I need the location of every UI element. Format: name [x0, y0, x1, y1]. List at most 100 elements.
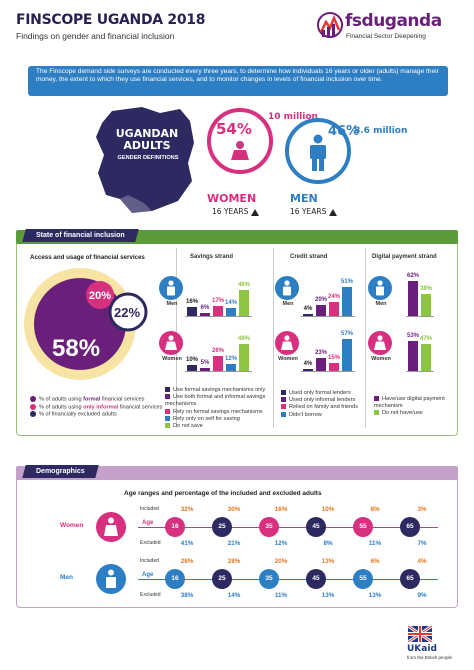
men-group-badge: Men — [275, 276, 301, 312]
excluded-pct: 22% — [114, 305, 140, 320]
bar — [187, 365, 197, 371]
age-dot: 65 — [400, 517, 420, 537]
axis-line — [406, 371, 434, 372]
demographics-women-row: Women Included Excluded Age 16 32% 41% 25 30% 21%… — [20, 504, 450, 550]
legend-item: Rely on formal savings mechanisms — [165, 409, 275, 416]
included-value: 4% — [417, 558, 427, 565]
axis-line — [185, 371, 252, 372]
credit-heading: Credit strand — [290, 254, 328, 260]
women-population: 10 million — [268, 112, 318, 122]
bar-value-label: 26% — [211, 348, 224, 355]
bar-value-label: 6% — [200, 304, 210, 311]
ukaid-sub: from the British people — [407, 655, 453, 660]
legend-item: % of financially excluded adults — [30, 411, 170, 419]
savings-men-chart: Men 16% 6% 17% 14% 46% — [159, 272, 269, 318]
bar — [329, 362, 339, 371]
women-label: WOMEN — [207, 192, 257, 205]
axis-line — [301, 371, 355, 372]
bar — [200, 368, 210, 371]
bar-value-label: 57% — [340, 330, 353, 337]
included-value: 3% — [417, 506, 427, 513]
legend-item: Used only informal lenders — [281, 397, 371, 404]
woman-icon — [275, 331, 299, 355]
bar — [342, 338, 352, 371]
digital-women-chart: Women 53% 47% — [368, 327, 456, 373]
page-subtitle: Findings on gender and financial inclusi… — [16, 31, 175, 41]
age-dot: 35 — [259, 517, 279, 537]
bar — [316, 304, 326, 316]
excluded-label: Excluded — [140, 540, 161, 546]
credit-women-chart: Women 4% 23% 15% 57% — [275, 327, 363, 373]
axis-line — [406, 316, 434, 317]
bar — [239, 289, 249, 316]
bar-value-label: 4% — [303, 360, 313, 367]
woman-icon — [159, 331, 183, 355]
legend-item: Do not save — [165, 423, 275, 430]
savings-women-chart: Women 10% 5% 26% 12% 48% — [159, 327, 269, 373]
bar — [187, 306, 197, 316]
legend-item: Have/use digital payment mechanism — [374, 396, 445, 410]
included-label: Included — [140, 506, 159, 512]
bar — [226, 308, 236, 316]
bar — [239, 343, 249, 371]
bar — [303, 313, 313, 316]
legend-item: Use formal savings mechanisms only — [165, 387, 275, 394]
bar-value-label: 10% — [185, 357, 198, 364]
bar-value-label: 47% — [419, 336, 432, 343]
included-value: 32% — [180, 506, 194, 513]
access-heading: Access and usage of financial services — [30, 254, 145, 261]
bar — [226, 364, 236, 371]
woman-icon — [96, 512, 126, 542]
legend-item: Do not have/use — [374, 410, 458, 417]
excluded-value: 13% — [321, 592, 335, 599]
age-dot: 45 — [306, 517, 326, 537]
bar — [421, 344, 431, 371]
age-dot: 35 — [259, 569, 279, 589]
bar — [408, 340, 418, 371]
excluded-value: 13% — [368, 592, 382, 599]
group-label: Men — [282, 301, 294, 307]
man-icon — [368, 276, 392, 300]
group-label: Men — [375, 301, 387, 307]
bar-value-label: 16% — [185, 298, 198, 305]
women-ring — [207, 108, 273, 174]
bar-value-label: 62% — [406, 272, 419, 279]
legend-item: Rely only on self for saving — [165, 416, 275, 423]
logo-subtitle: Financial Sector Deepening — [346, 33, 426, 40]
women-age: 16 YEARS — [212, 207, 259, 216]
men-age: 16 YEARS — [290, 207, 337, 216]
bar — [213, 356, 223, 371]
page-title: FINSCOPE UGANDA 2018 — [16, 12, 206, 28]
gender-definitions-label: GENDER DEFINITIONS — [117, 155, 179, 161]
formal-pct: 58% — [52, 335, 100, 362]
savings-heading: Savings strand — [190, 254, 234, 260]
axis-line — [301, 316, 355, 317]
men-label: MEN — [290, 192, 318, 205]
credit-legend: Used only formal lenders Used only infor… — [281, 390, 371, 419]
excluded-value: 8% — [323, 540, 333, 547]
included-value: 20% — [274, 558, 288, 565]
group-label: Men — [166, 301, 178, 307]
digital-men-chart: Men 62% 38% — [368, 272, 456, 318]
age-dot: 25 — [212, 517, 232, 537]
included-label: Included — [140, 558, 159, 564]
age-dot: 55 — [353, 517, 373, 537]
age-dot: 25 — [212, 569, 232, 589]
age-dot: 65 — [400, 569, 420, 589]
informal-pct: 20% — [89, 290, 111, 302]
digital-heading: Digital payment strand — [372, 254, 437, 260]
bar-value-label: 46% — [237, 281, 250, 288]
man-icon — [275, 276, 299, 300]
included-value: 16% — [274, 506, 288, 513]
informal-circle — [86, 281, 114, 309]
uganda-map-icon — [96, 107, 194, 213]
man-icon — [310, 134, 326, 171]
man-icon — [159, 276, 183, 300]
included-value: 30% — [227, 506, 241, 513]
men-population: 8.6 million — [354, 126, 408, 136]
intro-banner: The Finscope demand side surveys are con… — [28, 66, 448, 96]
age-dot: 55 — [353, 569, 373, 589]
bar-value-label: 12% — [224, 356, 237, 363]
men-group-badge: Men — [159, 276, 185, 312]
excluded-value: 41% — [180, 540, 194, 547]
